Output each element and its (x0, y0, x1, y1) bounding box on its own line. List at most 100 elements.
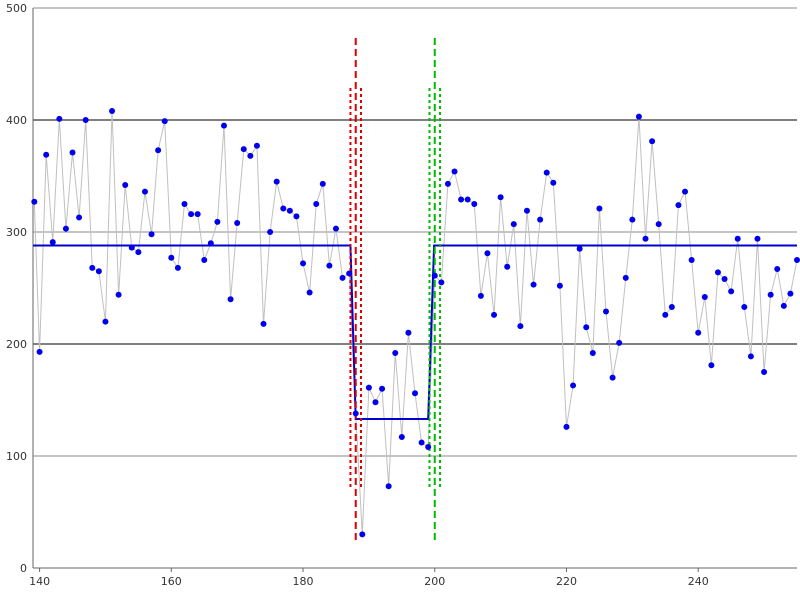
data-point (49, 239, 56, 246)
data-point (253, 142, 260, 149)
data-point (214, 218, 221, 225)
data-point (319, 180, 326, 187)
data-point (221, 122, 227, 129)
grid-layer (33, 7, 797, 457)
y-tick-label: 100 (6, 450, 27, 463)
data-point (543, 169, 550, 176)
axis-layer: 0 100 200 300 400 500 140 160 180 200 220 240 (6, 2, 797, 588)
data-point (576, 245, 583, 252)
data-point (372, 399, 379, 406)
x-tick-label: 200 (424, 575, 445, 588)
changepoint-layer (349, 38, 442, 540)
data-point (510, 221, 517, 228)
data-point (589, 349, 596, 356)
data-point (201, 257, 208, 263)
data-point (43, 151, 50, 158)
data-point (523, 207, 530, 214)
data-point (346, 270, 353, 277)
data-point (774, 265, 781, 272)
data-point (780, 302, 787, 309)
data-point (267, 229, 274, 235)
data-point (616, 339, 623, 346)
data-point (537, 216, 544, 223)
data-point (293, 213, 300, 220)
data-point (728, 288, 735, 295)
data-point (155, 147, 162, 154)
data-point (563, 423, 570, 430)
data-point (181, 201, 188, 207)
data-point (122, 181, 129, 188)
data-point (642, 235, 649, 242)
data-point (609, 374, 616, 381)
data-point (95, 268, 102, 275)
data-point (365, 384, 372, 391)
x-tick-label: 240 (688, 575, 709, 588)
y-tick-label: 0 (20, 562, 27, 575)
data-point (82, 117, 89, 123)
data-point (109, 108, 116, 115)
data-point (438, 279, 445, 286)
x-tick-label: 160 (161, 575, 182, 588)
data-point (161, 118, 168, 125)
data-point (530, 281, 537, 288)
x-tick-label: 220 (556, 575, 577, 588)
data-point (398, 433, 405, 440)
data-point (188, 211, 195, 218)
data-point (596, 205, 603, 212)
data-point (56, 115, 63, 122)
data-point (734, 235, 741, 242)
data-point (247, 152, 254, 159)
data-point (313, 201, 320, 207)
data-point (141, 188, 148, 195)
data-point (148, 231, 155, 238)
fit-layer (33, 244, 797, 421)
data-point (280, 205, 287, 212)
x-tick-label: 180 (293, 575, 314, 588)
data-point (714, 269, 721, 276)
data-point (76, 214, 83, 221)
data-point (767, 291, 774, 298)
data-point (102, 318, 109, 325)
y-tick-label: 200 (6, 338, 27, 351)
data-point (583, 324, 590, 331)
data-point (379, 385, 386, 392)
data-point (721, 276, 728, 283)
data-point (418, 439, 425, 446)
data-point (392, 349, 399, 356)
data-point (471, 201, 478, 207)
data-point (286, 207, 293, 214)
data-point (556, 282, 563, 289)
data-point (128, 244, 135, 251)
data-point (194, 211, 201, 218)
data-point (629, 216, 636, 223)
y-tick-label: 500 (6, 2, 27, 15)
data-point (168, 254, 175, 261)
data-point (431, 272, 438, 279)
data-point (89, 264, 96, 271)
fitted-level-line (33, 244, 797, 421)
data-point (227, 296, 234, 303)
data-point (234, 220, 241, 227)
data-point (306, 289, 313, 296)
data-point (385, 483, 392, 490)
data-point (352, 410, 359, 417)
data-point (339, 274, 346, 281)
data-point (458, 196, 465, 203)
data-point (497, 194, 504, 201)
data-point (550, 179, 557, 186)
data-point (603, 308, 609, 315)
data-point (747, 353, 754, 360)
data-point (31, 198, 38, 205)
data-point (635, 113, 642, 120)
data-point (517, 323, 524, 330)
data-point (662, 311, 669, 318)
data-point (708, 362, 715, 369)
data-point (622, 274, 629, 281)
data-point (477, 292, 484, 299)
data-point (504, 263, 511, 270)
data-point (69, 149, 76, 156)
connector-layer (33, 111, 798, 535)
data-point (464, 196, 471, 203)
data-point (741, 304, 748, 311)
